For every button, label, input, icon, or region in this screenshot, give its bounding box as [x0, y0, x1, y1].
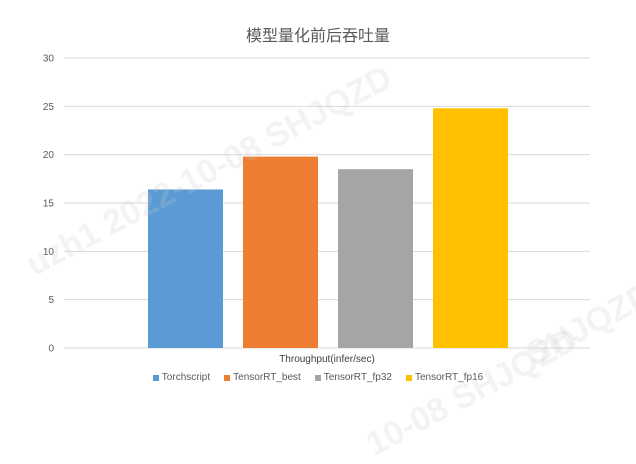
bar-torchscript [148, 189, 223, 348]
y-tick-label: 10 [43, 247, 55, 258]
x-axis-label: Throughput(infer/sec) [279, 354, 375, 365]
chart-frame: 模型量化前后吞吐量 0 5 10 15 20 25 30 Throughput(infer/s… [0, 26, 636, 464]
legend-label: TensorRT_fp16 [415, 372, 484, 383]
legend-item: Torchscript [152, 372, 211, 383]
y-tick-label: 25 [43, 102, 55, 113]
y-tick-label: 15 [43, 199, 55, 210]
legend-item: TensorRT_fp16 [406, 372, 483, 383]
legend-swatch [314, 374, 321, 381]
y-tick-label: 30 [43, 54, 55, 65]
legend-item: TensorRT_best [224, 372, 301, 383]
bar-tensorrt_fp16 [433, 108, 508, 349]
legend-swatch [224, 374, 231, 381]
chart-legend: Torchscript TensorRT_best TensorRT_fp32 Ten… [0, 372, 636, 383]
y-tick-label: 20 [43, 150, 55, 161]
y-tick-label: 5 [48, 295, 54, 306]
legend-label: TensorRT_best [233, 372, 301, 383]
legend-label: TensorRT_fp32 [323, 372, 392, 383]
chart-title: 模型量化前后吞吐量 [245, 26, 390, 45]
legend-swatch [152, 374, 159, 381]
legend-item: TensorRT_fp32 [314, 372, 392, 383]
bar-tensorrt_best [243, 156, 318, 348]
y-tick-label: 0 [48, 344, 54, 355]
bar-chart: 0 5 10 15 20 25 30 Throughput(infer/sec) [43, 54, 590, 365]
legend-label: Torchscript [161, 372, 211, 383]
bar-tensorrt_fp32 [338, 169, 413, 348]
legend-swatch [406, 374, 412, 381]
